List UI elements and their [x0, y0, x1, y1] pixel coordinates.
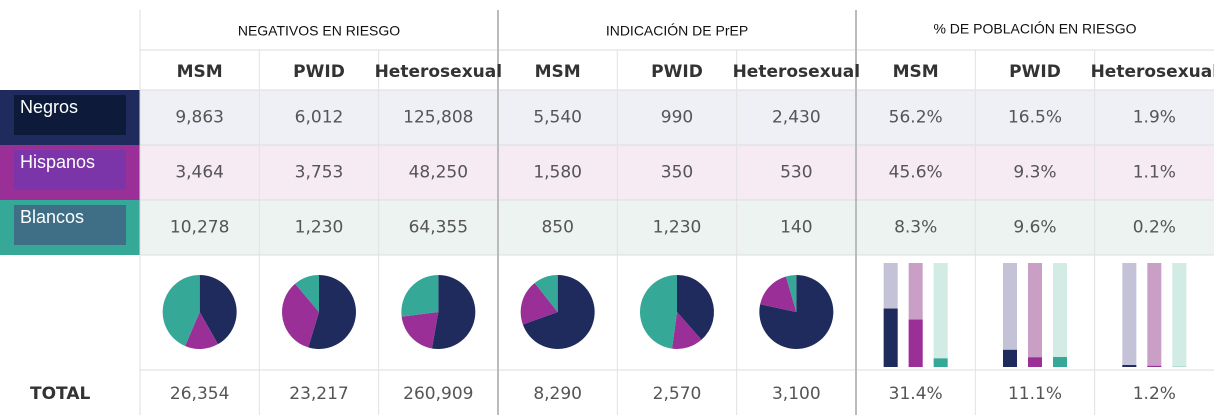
group-title: % DE POBLACIÓN EN RIESGO	[933, 21, 1136, 37]
pie-slice	[534, 275, 558, 312]
bar-track	[1122, 263, 1137, 367]
total-cell: 31.4%	[889, 384, 943, 404]
bar-track	[1028, 263, 1042, 367]
table-cell: 850	[541, 218, 573, 238]
column-header: Heterosexual	[375, 62, 503, 82]
group-title: INDICACIÓN DE PrEP	[606, 23, 748, 39]
bar	[1003, 349, 1017, 367]
total-cell: 2,570	[653, 384, 702, 404]
total-cell: 8,290	[533, 384, 582, 404]
column-header: MSM	[535, 62, 581, 82]
table-cell: 9.3%	[1013, 163, 1056, 183]
pie-slice	[185, 312, 218, 349]
pie-slice	[401, 275, 439, 317]
pie-slice	[295, 275, 319, 312]
table-cell: 1,230	[295, 218, 344, 238]
bar-track	[1053, 263, 1067, 367]
pie-slice	[308, 275, 356, 349]
pie-slice	[431, 275, 476, 349]
bar	[883, 308, 898, 367]
column-header: Heterosexual	[733, 62, 861, 82]
column-header: MSM	[893, 62, 939, 82]
column-header: Heterosexual	[1091, 62, 1214, 82]
table-cell: 0.2%	[1133, 218, 1176, 238]
table-cell: 3,753	[295, 163, 344, 183]
total-cell: 3,100	[772, 384, 821, 404]
total-cell: 260,909	[403, 384, 473, 404]
pie-slice	[785, 275, 797, 312]
total-cell: 11.1%	[1008, 384, 1062, 404]
bar	[1122, 365, 1137, 367]
pie-slice	[281, 283, 319, 348]
table-cell: 45.6%	[889, 163, 943, 183]
bar	[908, 319, 923, 367]
pie-slice	[760, 276, 797, 312]
row-background	[140, 145, 1214, 200]
row-label-box	[14, 150, 126, 190]
column-header: PWID	[1009, 62, 1061, 82]
column-header: PWID	[651, 62, 703, 82]
pie-slice	[162, 275, 200, 346]
table-cell: 16.5%	[1008, 108, 1062, 128]
table-cell: 56.2%	[889, 108, 943, 128]
row-label-box	[14, 95, 126, 135]
row-background	[140, 200, 1214, 255]
table-cell: 990	[661, 108, 693, 128]
pie-slice	[522, 275, 595, 349]
table-cell: 1,230	[653, 218, 702, 238]
table-cell: 125,808	[403, 108, 473, 128]
table-cell: 1,580	[533, 163, 582, 183]
pie-slice	[759, 275, 834, 349]
table-cell: 1.1%	[1133, 163, 1176, 183]
bar-track	[1172, 263, 1187, 367]
table-cell: 1.9%	[1133, 108, 1176, 128]
table-cell: 8.3%	[894, 218, 937, 238]
bar	[1147, 365, 1162, 367]
pie-slice	[520, 283, 558, 325]
row-label: Hispanos	[20, 152, 95, 172]
bar	[933, 358, 948, 367]
table-cell: 10,278	[170, 218, 229, 238]
total-label: TOTAL	[30, 384, 90, 404]
pie-slice	[401, 312, 439, 349]
table-cell: 140	[780, 218, 812, 238]
bar	[1053, 357, 1067, 367]
table-cell: 9,863	[175, 108, 224, 128]
pie-slice	[640, 275, 677, 349]
table-cell: 3,464	[175, 163, 224, 183]
bar-track	[1147, 263, 1162, 367]
total-cell: 23,217	[289, 384, 348, 404]
row-label-box	[14, 205, 126, 245]
column-header: PWID	[293, 62, 345, 82]
table-cell: 2,430	[772, 108, 821, 128]
table-cell: 530	[780, 163, 812, 183]
table-cell: 9.6%	[1013, 218, 1056, 238]
table-cell: 6,012	[295, 108, 344, 128]
table-cell: 350	[661, 163, 693, 183]
row-label: Blancos	[20, 207, 84, 227]
total-cell: 1.2%	[1133, 384, 1176, 404]
pie-slice	[677, 275, 715, 340]
table-cell: 48,250	[409, 163, 468, 183]
group-title: NEGATIVOS EN RIESGO	[238, 23, 400, 39]
bar-track	[933, 263, 948, 367]
pie-slice	[672, 312, 702, 349]
bar-track	[1003, 263, 1017, 367]
row-background	[140, 90, 1214, 145]
bar	[1028, 357, 1042, 367]
total-cell: 26,354	[170, 384, 229, 404]
row-label: Negros	[20, 97, 78, 117]
pie-slice	[199, 275, 237, 345]
column-header: MSM	[177, 62, 223, 82]
table-cell: 5,540	[533, 108, 582, 128]
table-cell: 64,355	[409, 218, 468, 238]
